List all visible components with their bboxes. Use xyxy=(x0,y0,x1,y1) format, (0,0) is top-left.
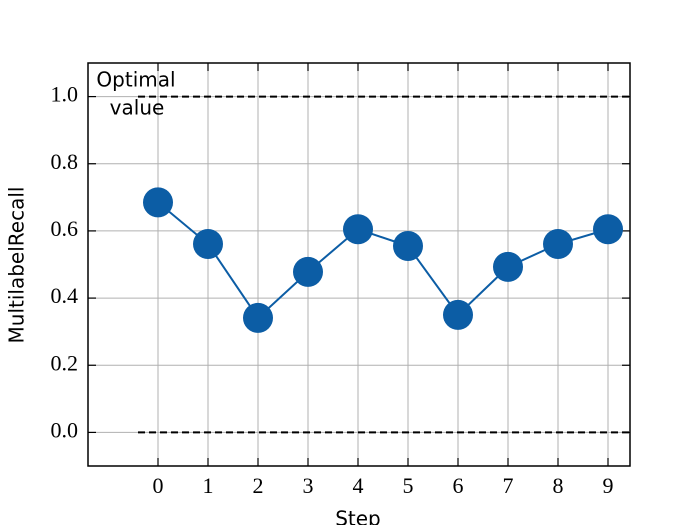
point xyxy=(243,302,273,333)
y-tick-label: 0.2 xyxy=(51,350,79,375)
y-tick-label: 0.8 xyxy=(51,149,79,174)
point xyxy=(493,251,523,282)
x-tick-label: 3 xyxy=(303,473,314,498)
x-tick-label: 5 xyxy=(403,473,414,498)
x-tick-label: 1 xyxy=(203,473,214,498)
x-tick-label: 0 xyxy=(153,473,164,498)
annotation: Optimal xyxy=(96,68,175,92)
x-tick-label: 6 xyxy=(453,473,464,498)
point xyxy=(543,229,573,260)
y-tick-label: 1.0 xyxy=(51,82,79,107)
series-line xyxy=(157,201,609,320)
x-axis-label: Step xyxy=(335,507,381,525)
y-axis-label: MultilabelRecall xyxy=(5,187,29,344)
x-tick-label: 8 xyxy=(553,473,564,498)
x-tick-label: 4 xyxy=(353,473,364,498)
y-tick-label: 0.4 xyxy=(51,283,79,308)
point xyxy=(293,256,323,287)
y-tick-label: 0.6 xyxy=(51,216,79,241)
x-tick-label: 7 xyxy=(503,473,514,498)
point xyxy=(443,299,473,330)
x-tick-label: 9 xyxy=(603,473,614,498)
annotation: value xyxy=(110,96,165,120)
point xyxy=(593,214,623,245)
y-tick-label: 0.0 xyxy=(51,417,79,442)
point xyxy=(393,231,423,262)
point xyxy=(343,214,373,245)
point xyxy=(193,229,223,260)
plot-frame xyxy=(87,62,631,467)
point xyxy=(143,187,173,218)
x-tick-label: 2 xyxy=(253,473,264,498)
